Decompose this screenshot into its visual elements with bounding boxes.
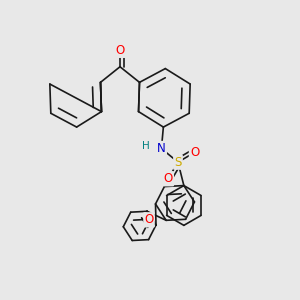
Text: S: S: [174, 156, 182, 169]
Text: O: O: [144, 213, 154, 226]
Text: N: N: [157, 142, 166, 155]
Text: O: O: [164, 172, 173, 185]
Text: O: O: [190, 146, 199, 159]
Text: O: O: [116, 44, 124, 57]
Text: H: H: [142, 141, 150, 151]
Text: O: O: [116, 44, 124, 57]
